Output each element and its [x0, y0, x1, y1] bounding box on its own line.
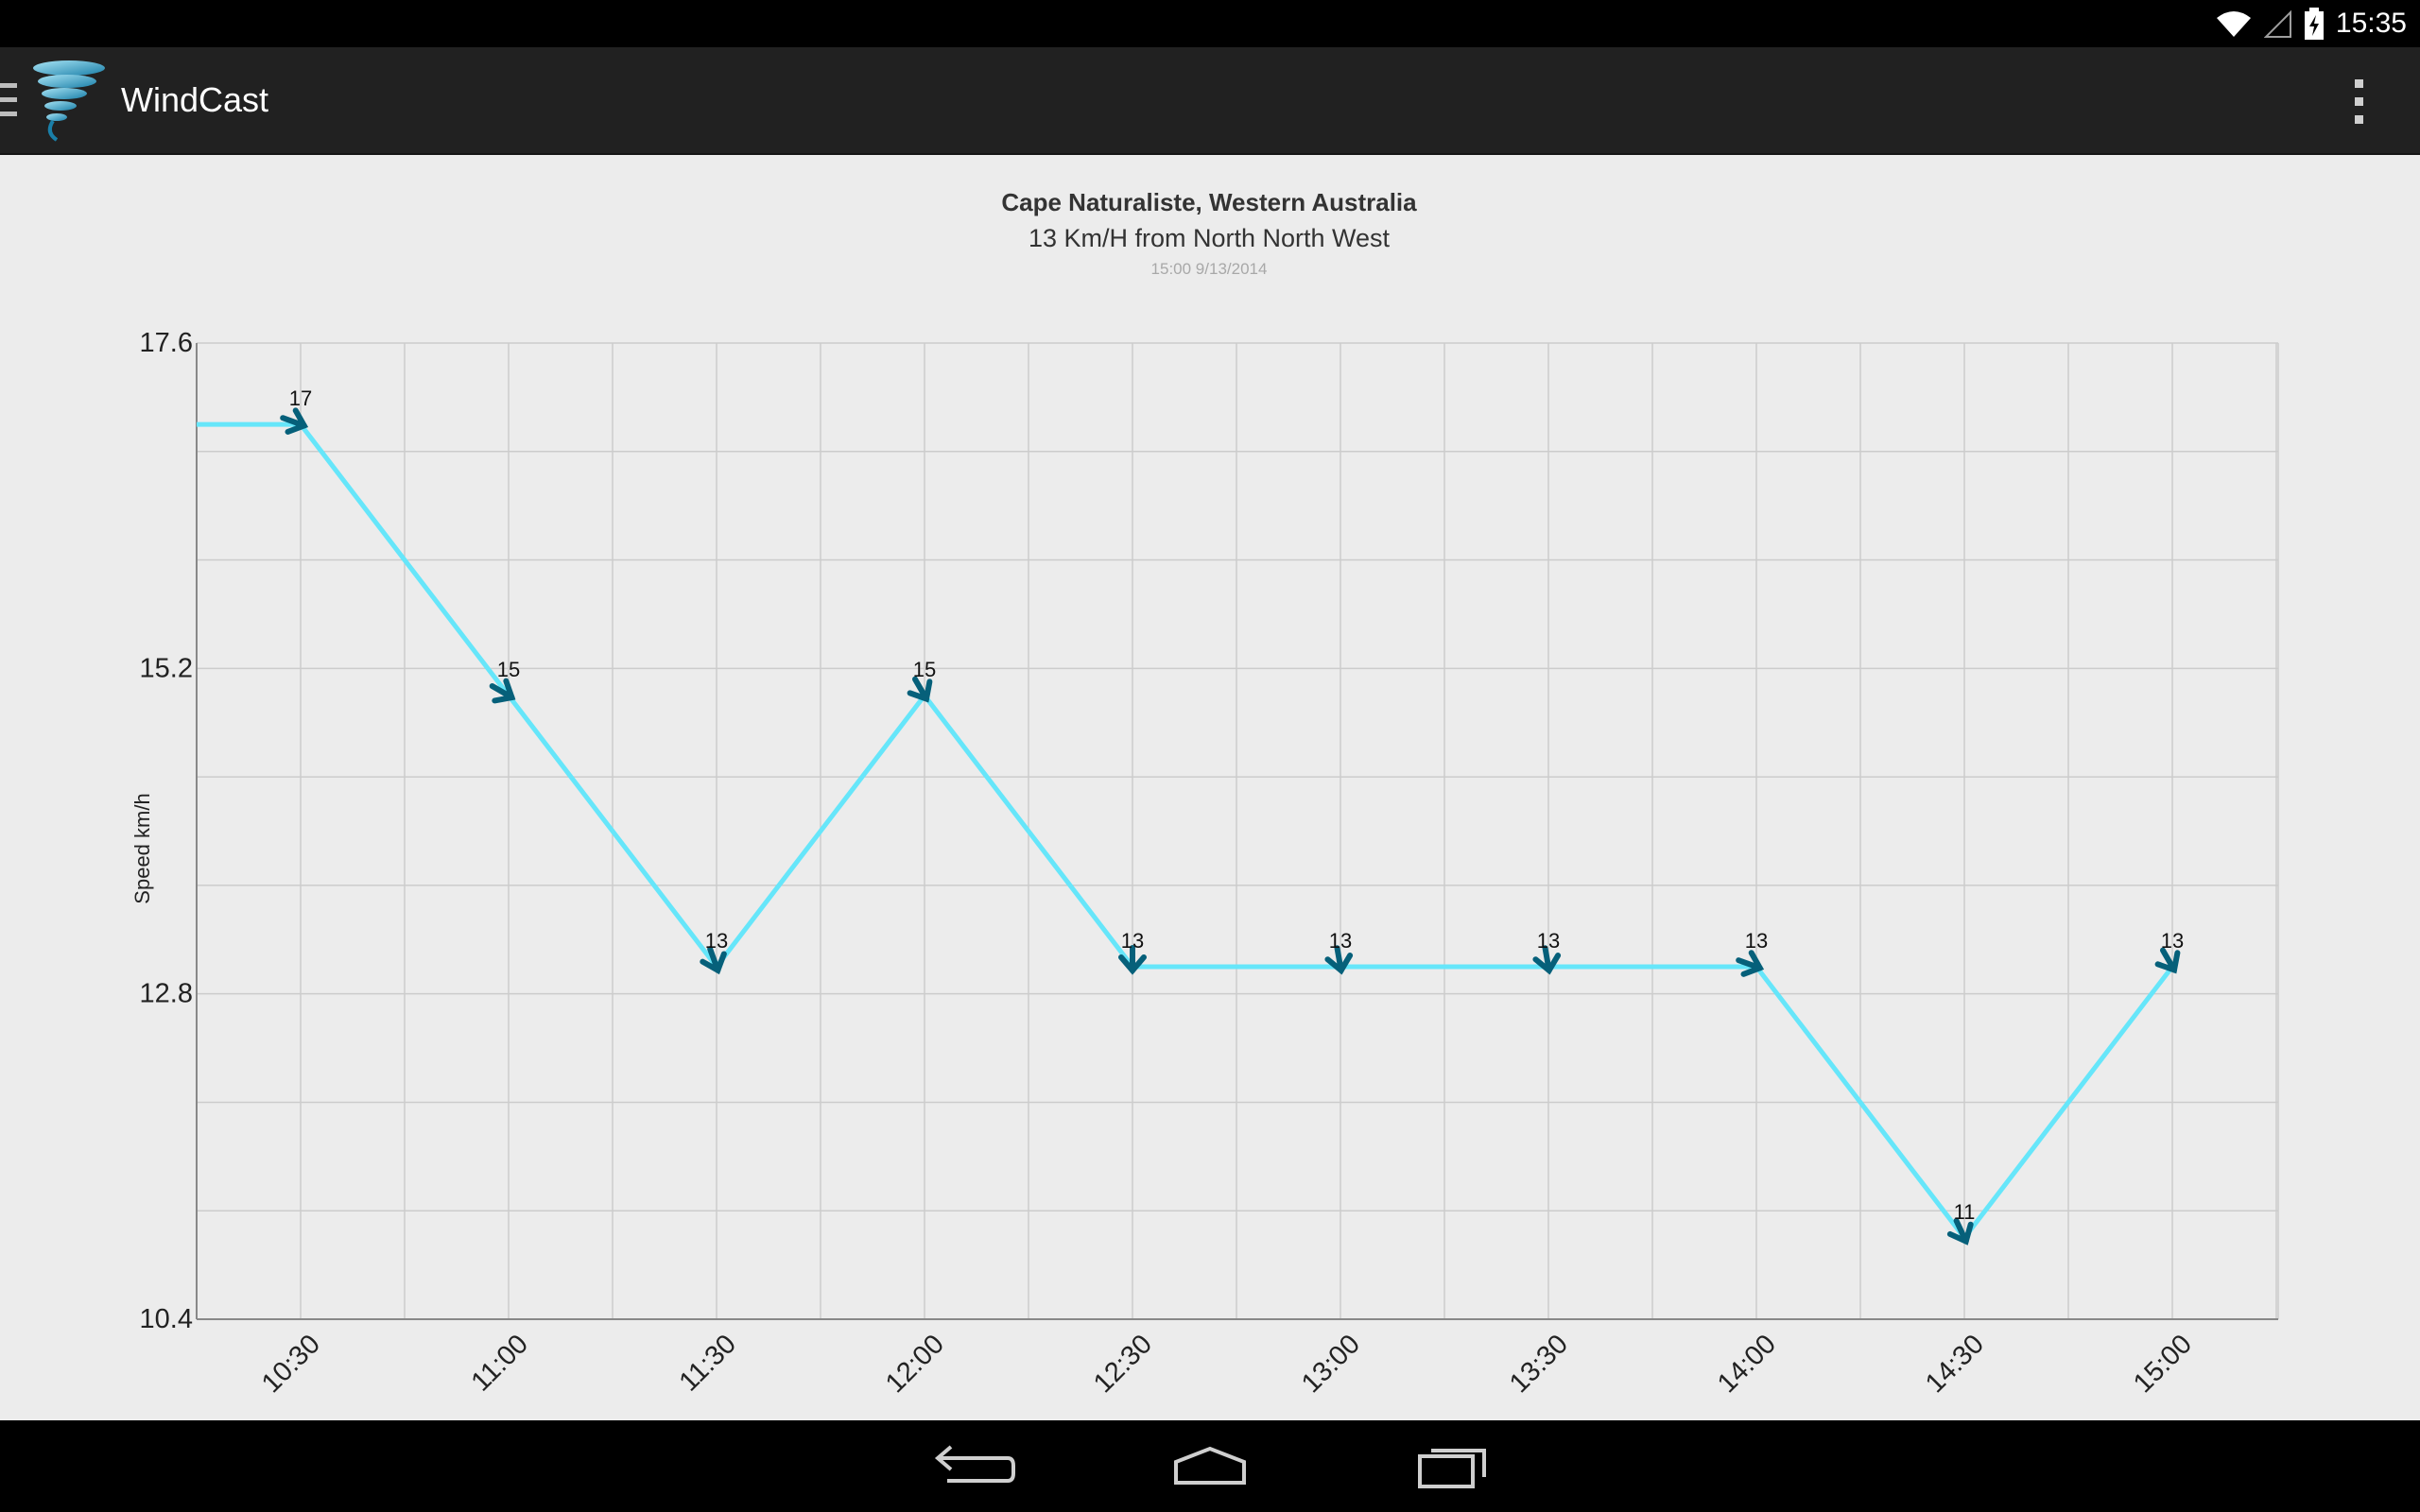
wind-direction-arrow	[1736, 950, 1765, 977]
back-icon[interactable]	[921, 1439, 1015, 1496]
drawer-icon[interactable]	[0, 83, 17, 117]
arrow-shaft	[1542, 945, 1552, 973]
arrow-shaft	[1334, 945, 1344, 973]
x-tick-label: 14:00	[1712, 1329, 1782, 1399]
chart-markers: 17 15 13 15 13 13 13 13 11 13	[280, 387, 2184, 1246]
arrow-shaft	[280, 415, 307, 429]
signal-icon	[2263, 9, 2291, 38]
wifi-icon	[2216, 11, 2251, 37]
arrow-shaft	[1953, 1217, 1969, 1245]
wind-direction-arrow	[907, 676, 933, 703]
wind-direction-arrow	[1946, 1217, 1974, 1246]
wind-speed-chart: 17.6 15.2 12.8 10.4 10:30 11:00 11:30 12:00 12:3…	[130, 188, 2279, 1399]
chart-header-summary: 13 Km/H from North North West	[1028, 224, 1391, 252]
recent-apps-icon[interactable]	[1407, 1439, 1501, 1496]
data-value-label: 11	[1954, 1200, 1976, 1224]
arrow-shaft	[707, 946, 721, 973]
wind-direction-arrow	[1118, 944, 1147, 975]
x-tick-label: 11:00	[466, 1329, 534, 1397]
arrow-shaft	[1736, 957, 1763, 971]
y-tick-label: 17.6	[140, 328, 193, 358]
chart-header-timestamp: 15:00 9/13/2014	[1151, 260, 1268, 278]
plot-area	[197, 343, 2278, 1319]
x-tick-label: 12:30	[1088, 1329, 1158, 1399]
wind-direction-arrow	[1324, 945, 1354, 975]
chart-header-location: Cape Naturaliste, Western Australia	[1001, 188, 1417, 216]
x-tick-label: 10:30	[256, 1329, 326, 1399]
wind-direction-arrow	[280, 407, 309, 435]
arrow-shaft	[2160, 947, 2177, 973]
battery-charging-icon	[2304, 8, 2324, 40]
wind-chart-panel: 17.6 15.2 12.8 10.4 10:30 11:00 11:30 12:00 12:3…	[0, 155, 2420, 1420]
y-tick-label: 10.4	[140, 1304, 193, 1334]
y-tick-label: 15.2	[140, 653, 193, 683]
data-value-label: 13	[705, 929, 728, 953]
data-value-label: 15	[913, 658, 936, 681]
overflow-menu-icon[interactable]	[2344, 76, 2373, 129]
data-value-label: 13	[1537, 929, 1560, 953]
status-bar: 15:35	[0, 0, 2420, 47]
wind-direction-arrow	[700, 946, 727, 975]
arrow-shaft	[912, 676, 929, 702]
status-time: 15:35	[2335, 8, 2407, 39]
status-icons: 15:35	[2215, 0, 2407, 47]
wind-direction-arrow	[489, 678, 516, 704]
chart-grid	[196, 342, 2279, 1320]
data-value-label: 13	[1121, 929, 1144, 953]
data-value-label: 17	[289, 387, 312, 410]
app-title: WindCast	[121, 80, 269, 119]
x-tick-label: 12:00	[880, 1329, 950, 1399]
navigation-bar	[0, 1420, 2420, 1512]
x-tick-label: 11:30	[674, 1329, 742, 1397]
wind-direction-arrow	[2154, 947, 2181, 974]
wind-direction-arrow	[1532, 945, 1562, 975]
y-tick-label: 12.8	[140, 979, 193, 1009]
x-tick-label: 15:00	[2128, 1329, 2198, 1399]
home-icon[interactable]	[1163, 1439, 1257, 1496]
data-value-label: 13	[1329, 929, 1352, 953]
x-tick-label: 14:30	[1920, 1329, 1990, 1399]
data-value-label: 13	[1745, 929, 1768, 953]
y-axis-label: Speed km/h	[130, 793, 154, 903]
data-value-label: 15	[497, 658, 520, 681]
chart-axes	[196, 343, 2278, 1320]
action-bar: WindCast	[0, 47, 2420, 155]
x-tick-label: 13:00	[1296, 1329, 1366, 1399]
data-value-label: 13	[2161, 929, 2184, 953]
x-tick-label: 13:30	[1504, 1329, 1574, 1399]
tornado-logo-icon[interactable]	[28, 59, 110, 142]
arrow-shaft	[489, 683, 515, 701]
